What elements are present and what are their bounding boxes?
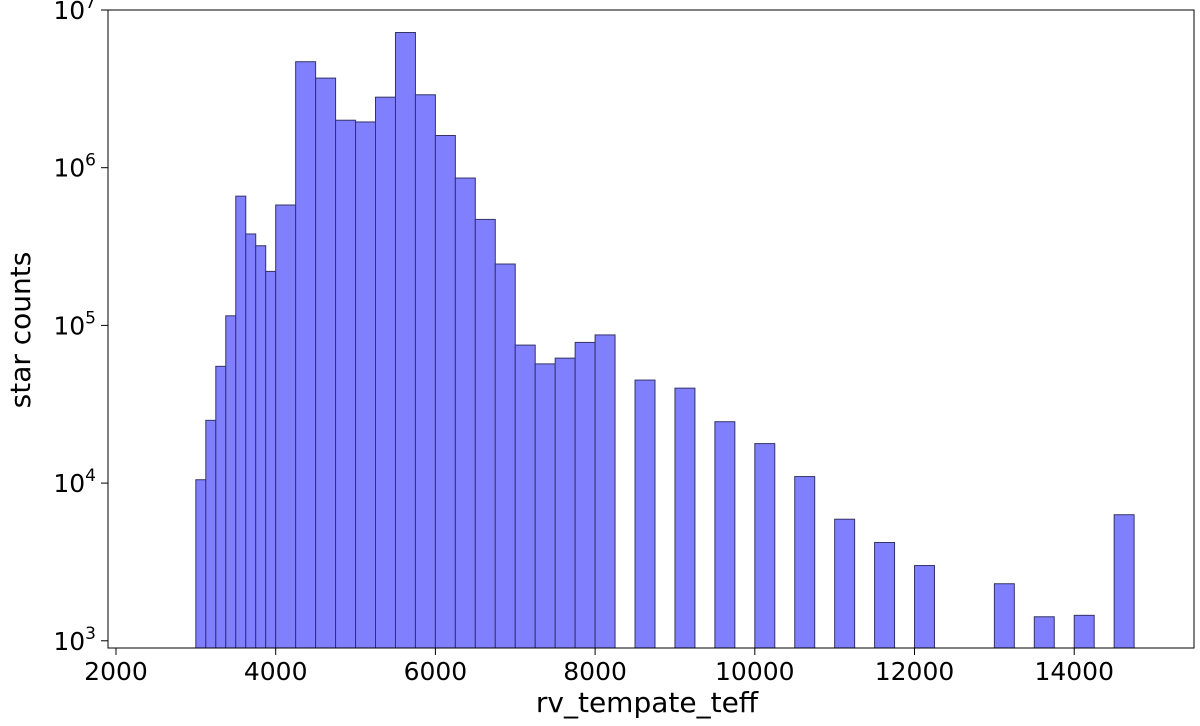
bar-1 xyxy=(205,419,217,649)
bar-34 xyxy=(1033,616,1055,649)
bar-18 xyxy=(474,218,496,649)
bar-15 xyxy=(414,94,436,649)
y-tick-label-1: 104 xyxy=(53,466,96,498)
y-tick-label-0: 103 xyxy=(53,624,96,656)
bar-28 xyxy=(754,443,776,649)
x-tick-label-3: 8000 xyxy=(563,657,627,686)
bar-3 xyxy=(225,315,237,649)
bar-0 xyxy=(195,479,207,649)
y-tick-label-2: 105 xyxy=(53,308,96,340)
x-axis: 2000 4000 6000 8000 10000 12000 14000 xyxy=(84,648,1114,686)
bar-9 xyxy=(295,61,317,649)
bar-25 xyxy=(634,379,656,649)
bar-36 xyxy=(1113,514,1135,649)
bar-17 xyxy=(454,177,476,649)
y-tick-label-3: 106 xyxy=(53,151,96,183)
bar-23 xyxy=(574,341,596,649)
bar-10 xyxy=(315,77,337,649)
x-tick-label-6: 14000 xyxy=(1034,657,1114,686)
bar-8 xyxy=(275,204,297,649)
bar-2 xyxy=(215,365,227,649)
bar-22 xyxy=(554,357,576,649)
bar-7 xyxy=(265,270,277,649)
bar-12 xyxy=(355,121,377,649)
bar-29 xyxy=(794,476,816,649)
x-tick-label-5: 12000 xyxy=(875,657,955,686)
bar-30 xyxy=(834,518,856,649)
bar-19 xyxy=(494,263,516,649)
y-tick-label-4: 107 xyxy=(53,0,96,25)
bar-5 xyxy=(245,233,257,649)
y-axis: 103 104 105 106 107 xyxy=(53,0,108,656)
bar-6 xyxy=(255,245,267,649)
plot-frame xyxy=(107,9,1195,649)
x-tick-label-4: 10000 xyxy=(715,657,795,686)
x-tick-label-0: 2000 xyxy=(84,657,148,686)
x-tick-label-2: 6000 xyxy=(404,657,468,686)
bar-26 xyxy=(674,387,696,649)
x-tick-label-1: 4000 xyxy=(244,657,308,686)
x-axis-label: rv_tempate_teff xyxy=(536,686,759,719)
bar-11 xyxy=(335,119,357,649)
bar-32 xyxy=(914,565,935,649)
bar-35 xyxy=(1073,614,1095,649)
bar-4 xyxy=(235,195,247,649)
bar-21 xyxy=(534,363,556,649)
bars-group xyxy=(195,31,1135,649)
bar-31 xyxy=(874,542,896,649)
y-axis-label: star counts xyxy=(4,252,37,409)
bar-13 xyxy=(375,96,396,649)
bar-24 xyxy=(594,334,616,649)
bar-14 xyxy=(394,31,416,649)
bar-20 xyxy=(514,344,536,649)
bar-33 xyxy=(993,583,1015,649)
bar-16 xyxy=(434,135,456,649)
bar-27 xyxy=(714,421,736,649)
